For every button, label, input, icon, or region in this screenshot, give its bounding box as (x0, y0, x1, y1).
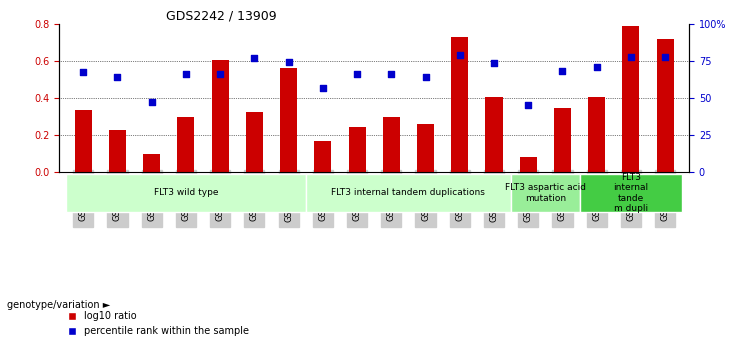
Point (488, 60, 500, 65)
FancyBboxPatch shape (66, 174, 306, 212)
Bar (554, 108, 571, 172)
Point (659, 55, 671, 60)
Point (351, 71, 363, 77)
Bar (177, 117, 194, 172)
Point (522, 102, 534, 107)
Legend: log10 ratio, percentile rank within the sample: log10 ratio, percentile rank within the … (64, 307, 253, 340)
Text: GDS2242 / 13909: GDS2242 / 13909 (167, 10, 277, 23)
Text: FLT3 aspartic acid
mutation: FLT3 aspartic acid mutation (505, 183, 586, 203)
Point (112, 74, 124, 79)
Bar (451, 37, 468, 172)
Point (146, 99, 158, 105)
Bar (485, 97, 502, 172)
Text: genotype/variation ►: genotype/variation ► (7, 300, 110, 310)
Text: FLT3
internal
tande
m dupli: FLT3 internal tande m dupli (614, 173, 648, 213)
Bar (143, 154, 160, 172)
Point (556, 68, 568, 73)
Bar (622, 26, 639, 172)
Bar (383, 117, 400, 172)
Bar (519, 157, 536, 172)
Bar (348, 127, 365, 172)
Bar (417, 124, 434, 172)
Point (248, 55, 260, 61)
Point (591, 64, 602, 70)
Point (419, 74, 431, 79)
Point (385, 71, 397, 76)
Point (317, 85, 329, 90)
Bar (657, 39, 674, 172)
Bar (280, 68, 297, 172)
Point (214, 71, 226, 76)
Point (180, 71, 192, 76)
Bar (588, 97, 605, 172)
Point (625, 55, 637, 60)
Text: FLT3 wild type: FLT3 wild type (153, 188, 218, 197)
Bar (109, 130, 126, 172)
Bar (212, 60, 229, 172)
Point (283, 59, 295, 65)
Bar (314, 141, 331, 172)
Text: FLT3 internal tandem duplications: FLT3 internal tandem duplications (331, 188, 485, 197)
Bar (75, 110, 92, 172)
Bar (246, 112, 263, 172)
FancyBboxPatch shape (579, 174, 682, 212)
FancyBboxPatch shape (511, 174, 579, 212)
FancyBboxPatch shape (306, 174, 511, 212)
Point (77, 69, 89, 75)
Point (453, 52, 465, 58)
